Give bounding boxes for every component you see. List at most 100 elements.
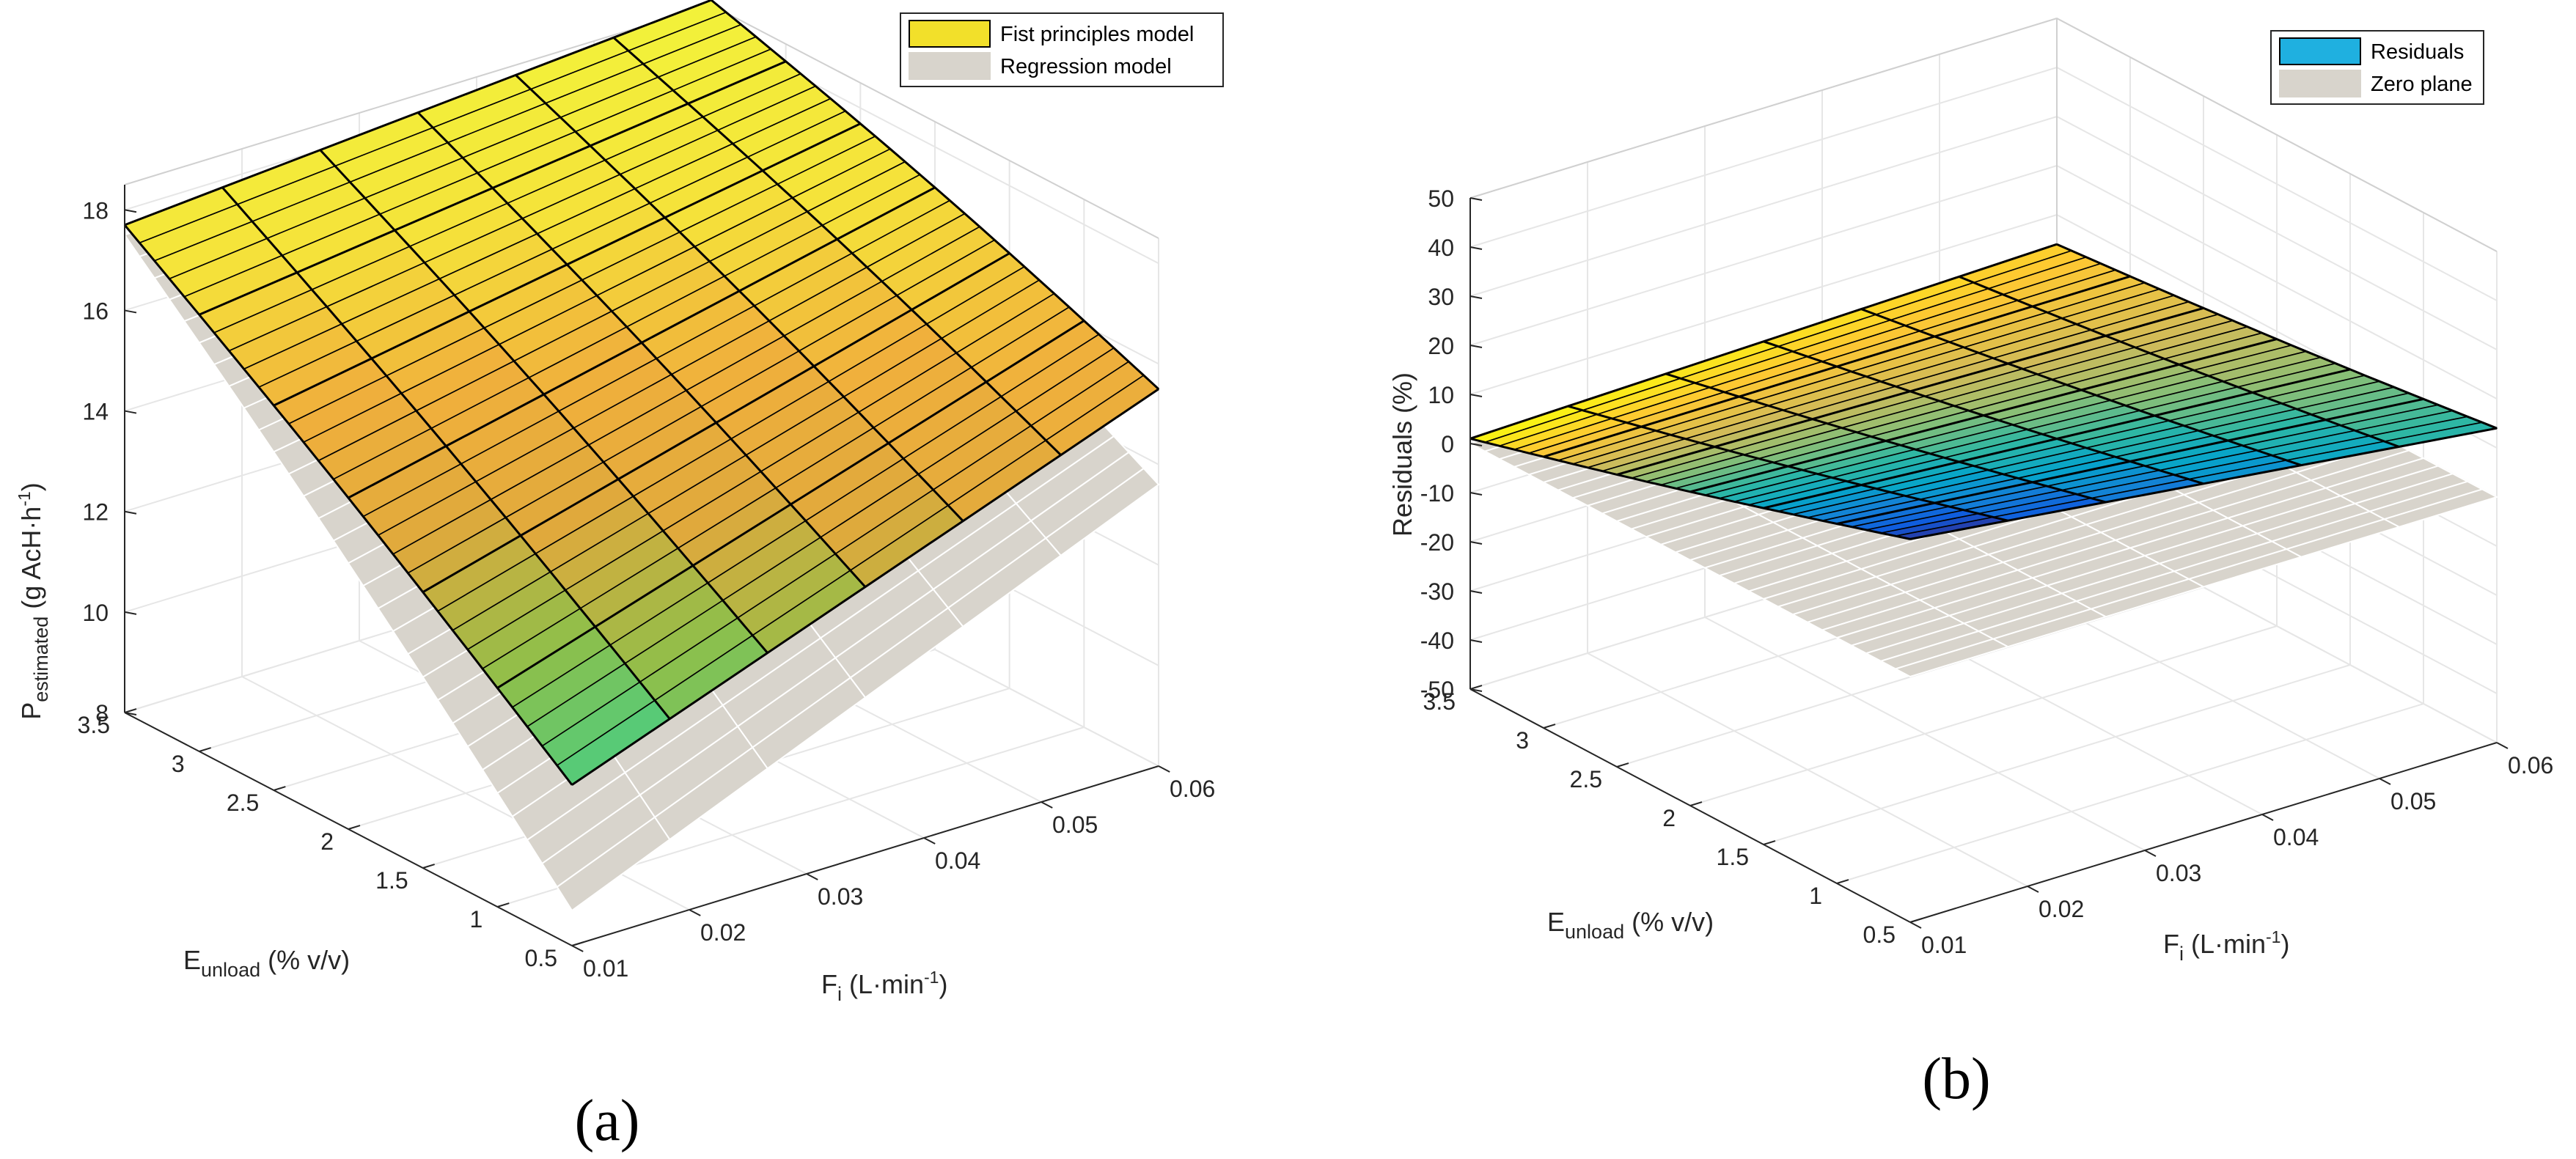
y-tick	[274, 786, 286, 791]
surface-mesh-line	[2056, 243, 2498, 430]
x-tick-label: 0.02	[2039, 896, 2084, 922]
z-axis-label-main: P	[16, 702, 46, 720]
surface-mesh-line	[1959, 276, 2400, 448]
x-tick-label: 0.03	[2156, 860, 2201, 886]
z-tick	[124, 510, 137, 515]
legend-swatch	[909, 52, 991, 80]
y-tick	[1836, 879, 1849, 884]
y-tick-label: 2	[1662, 805, 1676, 831]
z-tick	[1469, 246, 1483, 250]
x-tick-label: 0.01	[583, 955, 628, 982]
y-tick-label: 1.5	[375, 867, 408, 894]
z-tick-label: -50	[1420, 677, 1454, 703]
surface-mesh-line	[612, 37, 1062, 456]
y-tick-label: 2.5	[1570, 766, 1602, 792]
z-tick	[1469, 688, 1483, 692]
grid-line	[1587, 652, 2028, 887]
x-axis-label-rest: (L·min	[842, 969, 924, 999]
z-tick-label: 10	[82, 600, 109, 626]
y-tick-label: 0.5	[1863, 921, 1896, 948]
panel-a-chart: 0.01 0.02 0.03 0.04 0.05 0.06 0.5 1 1.5 2 2.5 3 3.58…	[15, 0, 1224, 1153]
z-axis-label: Pestimated (g AcH·h-1)	[15, 482, 52, 720]
z-axis-label-sub: estimated	[30, 617, 52, 702]
legend-swatch	[2279, 37, 2361, 65]
surface-mesh-line	[711, 0, 1160, 390]
axes: 0.010.020.030.040.050.060.511.522.533.5-…	[1420, 185, 2554, 958]
y-axis-label: Eunload (% v/v)	[183, 945, 350, 981]
x-axis-label-sub: i	[2179, 943, 2184, 965]
x-tick	[2027, 886, 2039, 893]
y-tick-label: 0.5	[525, 945, 557, 971]
y-tick	[571, 941, 584, 946]
z-tick-label: -30	[1420, 578, 1454, 605]
z-tick-label: 18	[82, 197, 109, 224]
z-axis-label-main: Residuals (%)	[1387, 372, 1417, 537]
x-tick-label: 0.05	[1052, 812, 1098, 838]
x-tick	[2379, 778, 2391, 785]
surface-mesh-line	[221, 186, 671, 720]
box-edge	[1469, 18, 2058, 199]
x-axis-label-sub: i	[837, 983, 842, 1005]
x-tick-label: 0.05	[2390, 788, 2436, 814]
surface-mesh-line	[1860, 308, 2302, 467]
z-axis-label-end: )	[16, 482, 46, 491]
z-tick-label: 20	[1428, 333, 1454, 359]
z-axis-label-rest: (g AcH·h	[16, 507, 46, 617]
x-tick-label: 0.04	[935, 847, 980, 874]
legend: Fist principles model Regression model	[900, 12, 1224, 87]
y-axis-label-main: E	[183, 945, 201, 975]
grid-line	[1704, 617, 2146, 851]
legend-swatch	[909, 20, 991, 48]
y-tick-label: 1	[1809, 883, 1822, 909]
y-tick	[1689, 801, 1703, 806]
x-tick	[1909, 921, 1922, 929]
z-tick	[1469, 639, 1483, 643]
z-tick-label: 50	[1428, 185, 1454, 212]
x-axis-label: Fi (L·min-1)	[2163, 927, 2289, 965]
z-tick-label: 30	[1428, 284, 1454, 310]
legend-swatch	[2279, 70, 2361, 97]
surfaces	[123, 0, 1160, 911]
x-tick	[689, 909, 701, 916]
x-axis-line	[571, 765, 1159, 946]
x-tick	[1158, 765, 1170, 773]
z-tick-label: 12	[82, 499, 109, 526]
x-axis-label-main: F	[2163, 929, 2179, 959]
x-tick-label: 0.04	[2273, 824, 2319, 850]
panel-b-chart: 0.010.020.030.040.050.060.511.522.533.5-…	[1387, 17, 2554, 1111]
x-axis-label-main: F	[821, 969, 837, 999]
y-tick-label: 3	[172, 751, 185, 777]
box-edge	[711, 4, 1159, 239]
y-tick	[199, 747, 211, 752]
surface-mesh-line	[319, 149, 768, 654]
y-tick-label: 3.5	[78, 712, 110, 738]
y-tick	[422, 864, 435, 869]
z-tick	[1469, 394, 1483, 397]
z-tick-label: 16	[82, 298, 109, 324]
first-principles-surface	[123, 0, 1160, 786]
z-tick	[124, 309, 137, 314]
legend: Residuals Zero plane	[2270, 30, 2484, 105]
y-tick-label: 2.5	[227, 790, 259, 816]
legend-entry: Residuals	[2371, 40, 2464, 64]
legend-entry: Regression model	[1000, 55, 1172, 78]
z-tick	[124, 611, 137, 615]
x-tick	[1041, 801, 1053, 809]
panel-label-a: (a)	[575, 1089, 640, 1153]
z-tick	[1469, 345, 1483, 348]
z-axis-label: Residuals (%)	[1387, 372, 1417, 537]
y-axis-label-rest: (% v/v)	[260, 945, 350, 975]
y-tick	[348, 825, 361, 830]
surface-patch	[556, 816, 671, 911]
x-tick-label: 0.02	[700, 919, 746, 946]
surface-mesh-line	[417, 111, 867, 588]
x-axis-label-sup: -1	[2266, 927, 2280, 946]
grid-line	[1689, 625, 2278, 806]
y-tick-label: 1.5	[1717, 844, 1749, 870]
surfaces	[1469, 243, 2498, 677]
y-tick	[1909, 918, 1923, 923]
y-axis-label-main: E	[1547, 907, 1565, 937]
z-tick	[1469, 590, 1483, 594]
y-tick	[497, 902, 510, 908]
x-tick-label: 0.03	[818, 883, 863, 910]
